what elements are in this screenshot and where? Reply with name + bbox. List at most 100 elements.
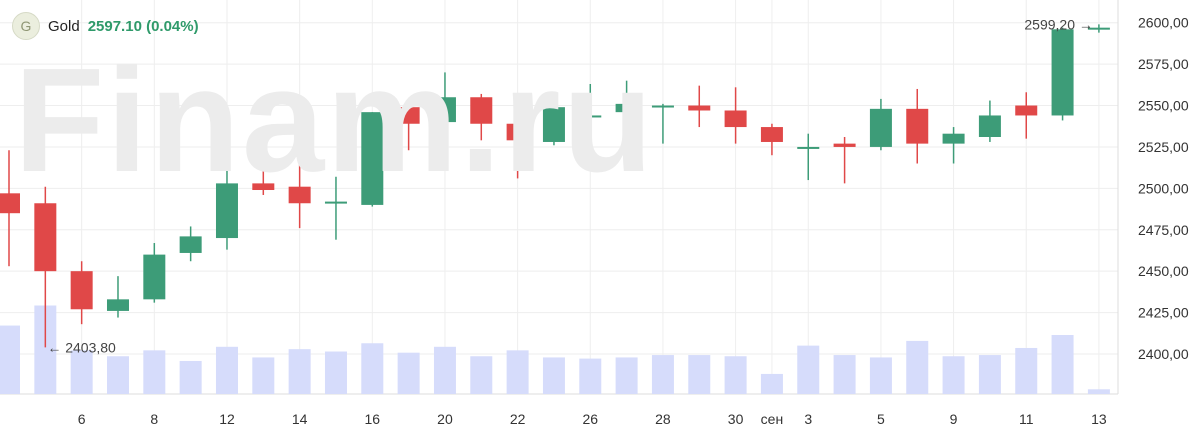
- candle-body: [906, 108, 929, 144]
- volume-bar: [397, 352, 420, 394]
- candle-body: [1051, 29, 1074, 116]
- x-tick-label: 9: [950, 411, 958, 427]
- candle-body: [215, 183, 238, 239]
- candle: [978, 100, 1001, 142]
- candle-body: [324, 201, 347, 204]
- candle: [470, 93, 493, 141]
- x-tick-label: 22: [510, 411, 526, 427]
- price-change: 2597.10 (0.04%): [87, 17, 199, 35]
- x-tick-label: 6: [78, 411, 86, 427]
- volume-bar: [288, 349, 311, 394]
- candle-body: [506, 123, 529, 141]
- x-tick-label: 5: [877, 411, 885, 427]
- volume-bar: [361, 343, 384, 394]
- y-tick-label: 2450,00: [1138, 263, 1189, 279]
- volume-bar: [143, 350, 166, 394]
- volume-bar: [760, 373, 783, 394]
- candle-body: [651, 105, 674, 108]
- x-tick-label: 14: [292, 411, 308, 427]
- candle: [724, 87, 747, 144]
- x-tick-label: сен: [761, 411, 784, 427]
- candle: [615, 80, 638, 128]
- candle: [1051, 27, 1074, 121]
- volume-bar: [869, 357, 892, 394]
- candle-body: [724, 110, 747, 128]
- candle: [760, 123, 783, 156]
- candle-body: [70, 271, 93, 310]
- instrument-header: G Gold 2597.10 (0.04%): [12, 12, 199, 40]
- volume-bar: [651, 355, 674, 394]
- candle: [506, 118, 529, 179]
- candle-body: [0, 193, 20, 214]
- volume-bars: [0, 305, 1110, 394]
- candle: [252, 163, 275, 195]
- volume-bar: [34, 305, 57, 394]
- volume-bar: [942, 356, 965, 394]
- candle: [34, 186, 57, 348]
- y-tick-label: 2475,00: [1138, 222, 1189, 238]
- y-tick-label: 2600,00: [1138, 15, 1189, 31]
- volume-bar: [797, 345, 820, 394]
- candle-body: [252, 183, 275, 191]
- candle: [542, 98, 565, 146]
- candle: [942, 127, 965, 164]
- y-tick-label: 2575,00: [1138, 56, 1189, 72]
- volume-bar: [906, 340, 929, 394]
- candle: [1015, 92, 1038, 139]
- volume-bar: [179, 360, 202, 394]
- candle: [361, 112, 384, 207]
- candle: [651, 103, 674, 144]
- candle-body: [542, 107, 565, 142]
- volume-bar: [215, 346, 238, 394]
- volume-bar: [433, 346, 456, 394]
- candle: [433, 72, 456, 129]
- candle: [215, 160, 238, 250]
- candle-body: [760, 127, 783, 142]
- y-tick-label: 2400,00: [1138, 346, 1189, 362]
- candles: [0, 24, 1110, 348]
- volume-bar: [1087, 389, 1110, 394]
- low-annotation: ← 2403,80: [47, 339, 116, 355]
- candle-body: [361, 112, 384, 205]
- y-axis: 2400,00 2425,00 2450,00 2475,00 2500,00 2525,…: [1138, 15, 1189, 362]
- candle: [397, 103, 420, 151]
- candle: [324, 176, 347, 240]
- candle-body: [833, 143, 856, 147]
- candle: [688, 85, 711, 128]
- volume-bar: [1015, 347, 1038, 394]
- x-tick-label: 3: [804, 411, 812, 427]
- y-tick-label: 2525,00: [1138, 139, 1189, 155]
- volume-bar: [615, 357, 638, 394]
- instrument-name: Gold: [48, 17, 80, 35]
- y-tick-label: 2500,00: [1138, 180, 1189, 196]
- candle: [579, 83, 602, 126]
- annotations: ← 2403,80 2599,20 →: [47, 16, 1093, 355]
- volume-bar: [252, 357, 275, 394]
- high-annotation: 2599,20 →: [1024, 16, 1093, 32]
- x-tick-label: 16: [365, 411, 381, 427]
- candle: [288, 155, 311, 229]
- candle-body: [978, 115, 1001, 137]
- x-tick-label: 8: [150, 411, 158, 427]
- candle: [797, 133, 820, 181]
- y-tick-label: 2425,00: [1138, 305, 1189, 321]
- candle-body: [397, 107, 420, 124]
- candle-body: [797, 146, 820, 149]
- candle-body: [615, 103, 638, 113]
- candle-body: [143, 254, 166, 300]
- volume-bar: [1051, 335, 1074, 394]
- x-tick-label: 26: [582, 411, 598, 427]
- candle: [70, 261, 93, 325]
- volume-bar: [0, 325, 20, 394]
- candle-body: [470, 97, 493, 124]
- candle-body: [942, 133, 965, 144]
- x-tick-label: 13: [1091, 411, 1107, 427]
- volume-bar: [833, 355, 856, 394]
- volume-bar: [688, 355, 711, 394]
- x-tick-label: 20: [437, 411, 453, 427]
- x-axis: 6 8 12 14 16 20 22 26 28 30 сен 3 5 9 11 13: [78, 411, 1107, 427]
- candle-body: [288, 186, 311, 204]
- instrument-badge: G: [12, 12, 40, 40]
- candle: [906, 88, 929, 164]
